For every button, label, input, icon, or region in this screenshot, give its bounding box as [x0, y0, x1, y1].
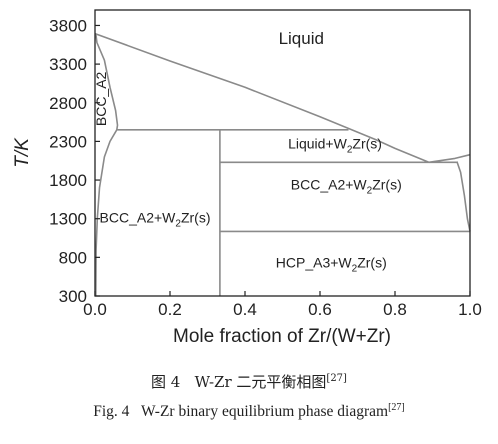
caption-zh-text: W-Zr 二元平衡相图 — [194, 373, 327, 391]
caption-zh-label: 图 4 — [151, 373, 181, 391]
y-axis-ticks: 300 800 1300 1800 2300 2800 3300 3800 — [49, 16, 100, 306]
x-tick-label: 0.8 — [383, 300, 407, 319]
region-label: Liquid — [279, 29, 324, 48]
x-tick-label: 0.2 — [158, 300, 182, 319]
y-tick-label: 300 — [59, 287, 87, 306]
phase-diagram: 0.0 0.2 0.4 0.6 0.8 1.0 300 800 1300 1800 2300 280… — [12, 9, 482, 347]
y-tick-label: 3800 — [49, 16, 87, 35]
y-tick-label: 1800 — [49, 171, 87, 190]
y-tick-label: 2800 — [49, 94, 87, 113]
liquidus-w-curve — [94, 32, 430, 164]
x-axis-label: Mole fraction of Zr/(W+Zr) — [173, 326, 391, 347]
x-tick-label: 1.0 — [458, 300, 482, 319]
y-tick-label: 1300 — [49, 210, 87, 229]
y-tick-label: 3300 — [49, 55, 87, 74]
liquidus-zr-curve — [428, 153, 471, 164]
region-labels: Liquid BCC_A2 Liquid+W2Zr(s) BCC_A2+W2Zr(s)… — [93, 29, 401, 274]
region-label: Liquid+W2Zr(s) — [288, 135, 382, 155]
y-tick-label: 800 — [59, 248, 87, 267]
x-axis-ticks: 0.0 0.2 0.4 0.6 0.8 1.0 — [83, 291, 482, 319]
region-label: BCC_A2 — [93, 71, 109, 126]
phase-boundaries — [94, 32, 471, 297]
x-tick-label: 0.0 — [83, 300, 107, 319]
x-tick-label: 0.4 — [233, 300, 257, 319]
caption-en-label: Fig. 4 — [93, 403, 130, 421]
region-label: BCC_A2+W2Zr(s) — [291, 176, 402, 196]
plot-frame — [94, 9, 471, 297]
y-axis-label: T/K — [12, 137, 33, 168]
caption-en-text: W-Zr binary equilibrium phase diagram — [141, 403, 389, 421]
region-label: BCC_A2+W2Zr(s) — [100, 210, 211, 230]
solvus-zr-bcc-curve — [456, 161, 471, 232]
figure-caption-chinese: 图 4 W-Zr 二元平衡相图[27] — [0, 371, 498, 392]
figure-caption-english: Fig. 4 W-Zr binary equilibrium phase dia… — [0, 402, 498, 421]
caption-zh-reference: [27] — [326, 373, 347, 384]
x-tick-label: 0.6 — [308, 300, 332, 319]
y-tick-label: 2300 — [49, 132, 87, 151]
region-label: HCP_A3+W2Zr(s) — [276, 254, 387, 274]
caption-en-reference: [27] — [388, 402, 405, 413]
